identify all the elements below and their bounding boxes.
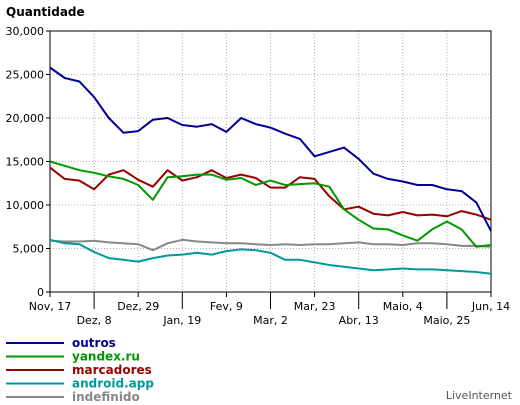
x-tick-label: Mar, 23 [294,300,336,313]
x-tick-label: Dez, 8 [77,314,112,327]
series-line-outros [49,66,492,232]
legend-label: yandex.ru [72,350,140,364]
legend-label: outros [72,336,116,350]
y-axis-title: Quantidade [6,5,85,19]
x-tick-label: Maio, 25 [423,314,470,327]
credit-label: LiveInternet [446,389,513,402]
x-tick-label: Mar, 2 [253,314,288,327]
series-line-yandex-ru [49,160,492,248]
legend-label: indefinido [72,390,140,404]
series-line-marcadores [49,166,492,221]
x-tick-label: Dez, 29 [117,300,159,313]
x-tick-label: Maio, 4 [383,300,423,313]
legend-label: marcadores [72,363,152,377]
legend: outrosyandex.rumarcadoresandroid.appinde… [6,336,154,404]
y-tick-label: 20,000 [6,112,45,125]
series-line-indefinido [49,238,492,252]
series-line-android-app [49,238,492,275]
x-tick-label: Nov, 17 [29,300,71,313]
x-tick-label: Jun, 14 [471,300,510,313]
y-tick-label: 30,000 [6,25,45,38]
y-tick-label: 0 [37,286,44,299]
x-tick-label: Jan, 19 [162,314,201,327]
x-tick-label: Fev, 9 [210,300,243,313]
axes: 0 5,000 10,000 15,000 20,000 25,000 30,000 Nov,… [6,25,511,327]
y-tick-label: 5,000 [13,243,45,256]
legend-label: android.app [72,377,154,391]
series-group [49,66,492,275]
y-tick-label: 15,000 [6,156,45,169]
y-tick-label: 10,000 [6,199,45,212]
x-tick-label: Abr, 13 [339,314,379,327]
y-tick-label: 25,000 [6,69,45,82]
